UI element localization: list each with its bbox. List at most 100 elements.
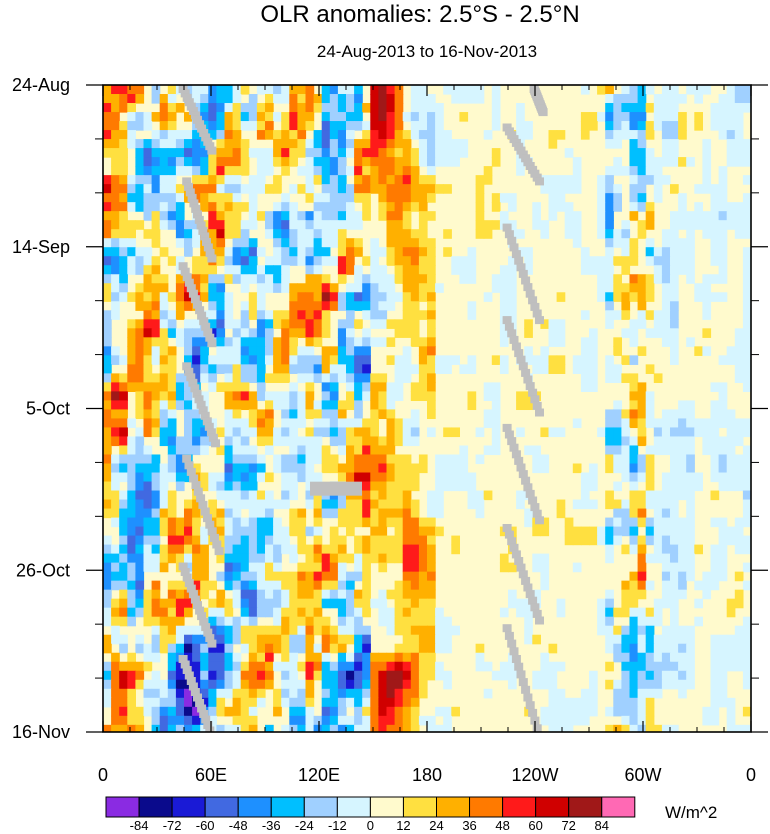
anomaly-cell	[305, 337, 315, 347]
anomaly-cell	[224, 517, 234, 528]
anomaly-cell	[256, 535, 266, 546]
anomaly-cell	[159, 319, 169, 329]
anomaly-cell	[702, 184, 712, 194]
anomaly-cell	[443, 463, 452, 474]
anomaly-cell	[337, 193, 347, 203]
anomaly-cell	[378, 94, 388, 104]
anomaly-cell	[694, 427, 703, 438]
anomaly-cell	[111, 499, 120, 510]
anomaly-cell	[337, 436, 347, 447]
anomaly-cell	[184, 247, 193, 257]
missing-cell	[509, 335, 519, 344]
anomaly-cell	[265, 508, 274, 519]
anomaly-cell	[224, 310, 234, 320]
anomaly-cell	[111, 220, 120, 230]
anomaly-cell	[370, 238, 379, 248]
anomaly-cell	[208, 292, 217, 302]
anomaly-cell	[346, 382, 355, 392]
anomaly-cell	[127, 715, 136, 726]
anomaly-cell	[151, 463, 161, 474]
anomaly-cell	[273, 364, 282, 374]
anomaly-cell	[661, 571, 671, 582]
missing-cell	[200, 507, 210, 516]
anomaly-cell	[483, 220, 493, 230]
missing-cell	[210, 533, 219, 542]
anomaly-cell	[321, 445, 331, 456]
anomaly-cell	[410, 589, 420, 600]
anomaly-cell	[111, 679, 120, 690]
anomaly-cell	[556, 292, 566, 302]
anomaly-cell	[103, 139, 112, 149]
anomaly-cell	[702, 571, 712, 582]
anomaly-cell	[734, 724, 744, 732]
anomaly-cell	[224, 175, 234, 185]
anomaly-cell	[135, 148, 145, 158]
anomaly-cell	[645, 724, 655, 732]
anomaly-cell	[119, 418, 128, 429]
anomaly-cell	[175, 292, 185, 302]
anomaly-cell	[378, 166, 388, 176]
missing-cell	[514, 456, 524, 465]
anomaly-cell	[734, 481, 744, 492]
anomaly-cell	[143, 148, 153, 158]
anomaly-cell	[256, 283, 266, 293]
anomaly-cell	[378, 211, 388, 221]
anomaly-cell	[192, 364, 201, 374]
anomaly-cell	[159, 715, 169, 726]
anomaly-cell	[394, 193, 404, 203]
anomaly-cell	[127, 256, 136, 266]
anomaly-cell	[621, 166, 631, 176]
anomaly-cell	[119, 661, 128, 672]
anomaly-cell	[119, 121, 128, 131]
anomaly-cell	[443, 85, 452, 95]
anomaly-cell	[742, 481, 751, 492]
anomaly-cell	[208, 580, 217, 591]
anomaly-cell	[354, 283, 363, 293]
anomaly-cell	[337, 175, 347, 185]
anomaly-cell	[192, 184, 201, 194]
anomaly-cell	[232, 409, 242, 420]
anomaly-cell	[248, 661, 258, 672]
anomaly-cell	[637, 508, 647, 519]
anomaly-cell	[224, 121, 234, 131]
anomaly-cell	[742, 499, 751, 510]
anomaly-cell	[297, 715, 307, 726]
anomaly-cell	[151, 490, 161, 501]
anomaly-cell	[410, 616, 420, 627]
anomaly-cell	[337, 157, 347, 167]
anomaly-cell	[111, 202, 120, 212]
anomaly-cell	[289, 472, 298, 483]
anomaly-cell	[346, 526, 355, 537]
anomaly-cell	[151, 94, 161, 104]
anomaly-cell	[111, 193, 120, 203]
anomaly-cell	[167, 436, 177, 447]
anomaly-cell	[508, 589, 517, 600]
anomaly-cell	[297, 292, 307, 302]
anomaly-cell	[305, 553, 315, 564]
anomaly-cell	[621, 265, 631, 275]
anomaly-cell	[167, 598, 177, 609]
anomaly-cell	[240, 157, 250, 167]
anomaly-cell	[637, 94, 647, 104]
anomaly-cell	[313, 454, 323, 465]
anomaly-cell	[313, 328, 323, 338]
anomaly-cell	[402, 319, 412, 329]
anomaly-cell	[224, 157, 234, 167]
anomaly-cell	[629, 481, 639, 492]
anomaly-cell	[159, 490, 169, 501]
anomaly-cell	[119, 517, 128, 528]
anomaly-cell	[362, 445, 371, 456]
anomaly-cell	[248, 580, 258, 591]
anomaly-cell	[564, 184, 574, 194]
anomaly-cell	[354, 382, 363, 392]
anomaly-cell	[734, 121, 744, 131]
anomaly-cell	[329, 184, 339, 194]
anomaly-cell	[637, 454, 647, 465]
anomaly-cell	[508, 220, 517, 230]
anomaly-cell	[418, 94, 428, 104]
anomaly-cell	[694, 85, 703, 95]
anomaly-cell	[475, 643, 485, 654]
anomaly-cell	[410, 319, 420, 329]
anomaly-cell	[621, 229, 631, 239]
